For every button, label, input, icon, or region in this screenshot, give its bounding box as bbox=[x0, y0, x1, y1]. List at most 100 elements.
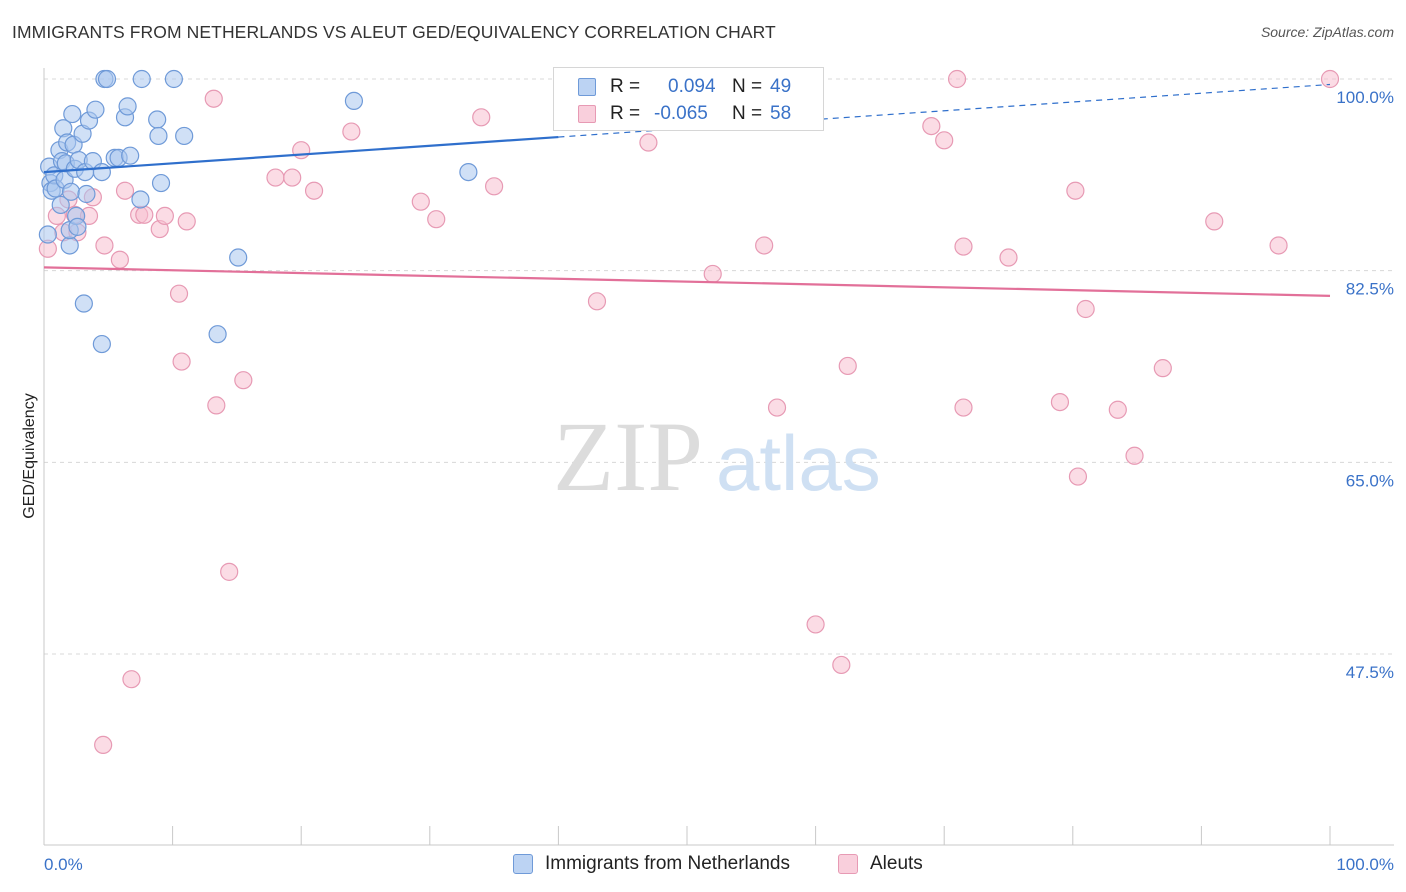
watermark-atlas: atlas bbox=[716, 419, 881, 507]
netherlands-point bbox=[60, 236, 79, 255]
netherlands-point bbox=[208, 325, 227, 344]
aleuts-point bbox=[639, 133, 658, 152]
axes bbox=[43, 68, 1394, 846]
aleuts-point bbox=[755, 236, 774, 255]
aleuts-point bbox=[135, 205, 154, 224]
aleuts-point bbox=[427, 210, 446, 229]
aleuts-point bbox=[1205, 212, 1224, 231]
netherlands-point bbox=[63, 104, 82, 124]
x-tick-label-max: 100.0% bbox=[1336, 855, 1394, 874]
legend-item-aleuts: Aleuts bbox=[838, 852, 923, 876]
netherlands-point bbox=[51, 195, 70, 215]
netherlands-point bbox=[92, 334, 111, 354]
netherlands-point bbox=[131, 190, 150, 209]
aleuts-point bbox=[1125, 446, 1144, 465]
aleuts-point bbox=[999, 248, 1018, 267]
netherlands-trend-extension bbox=[558, 83, 1331, 138]
aleuts-point bbox=[342, 122, 361, 141]
legend-n-value: 58 bbox=[770, 103, 792, 124]
legend-swatch-blue bbox=[513, 854, 533, 874]
aleuts-point bbox=[703, 264, 722, 284]
netherlands-point bbox=[92, 162, 111, 182]
aleuts-point bbox=[115, 181, 135, 200]
aleuts-point bbox=[832, 655, 851, 675]
legend-row-netherlands: R = 0.094 N = 49 bbox=[578, 74, 791, 100]
aleuts-point bbox=[947, 69, 967, 89]
aleuts-trend-line bbox=[43, 266, 1331, 297]
netherlands-point bbox=[38, 225, 57, 244]
aleuts-point bbox=[1320, 69, 1340, 89]
legend-label-netherlands: Immigrants from Netherlands bbox=[545, 853, 790, 874]
tick-labels: 47.5% 65.0% 82.5% 100.0% 0.0% 100.0% bbox=[44, 88, 1394, 874]
y-tick-label: 82.5% bbox=[1346, 280, 1394, 299]
legend-swatch-pink bbox=[578, 105, 596, 123]
aleuts-point bbox=[954, 398, 973, 417]
aleuts-point bbox=[204, 89, 223, 108]
aleuts-point bbox=[922, 116, 941, 136]
aleuts-point bbox=[1050, 392, 1070, 412]
legend-r-label: R = bbox=[610, 103, 641, 124]
legend-swatch-pink bbox=[838, 854, 858, 874]
netherlands-point bbox=[74, 294, 93, 313]
y-tick-label: 100.0% bbox=[1336, 88, 1394, 107]
watermark: ZIP atlas bbox=[553, 401, 881, 512]
netherlands-point bbox=[118, 97, 137, 116]
aleuts-point bbox=[1076, 299, 1095, 319]
aleuts-point bbox=[172, 352, 191, 371]
aleuts-point bbox=[155, 206, 174, 226]
x-tick-label-min: 0.0% bbox=[44, 855, 83, 874]
legend-swatch-blue bbox=[578, 78, 596, 96]
aleuts-point bbox=[234, 371, 253, 390]
netherlands-point bbox=[121, 146, 140, 165]
netherlands-point bbox=[77, 184, 96, 204]
legend-item-netherlands: Immigrants from Netherlands bbox=[513, 852, 790, 876]
netherlands-point bbox=[61, 182, 81, 201]
aleuts-point bbox=[304, 181, 324, 200]
aleuts-point bbox=[485, 177, 504, 196]
gridlines bbox=[44, 78, 1394, 655]
aleuts-point bbox=[806, 615, 825, 634]
netherlands-point bbox=[344, 91, 364, 111]
netherlands-point bbox=[164, 69, 183, 89]
aleuts-point bbox=[1108, 400, 1127, 419]
aleuts-point bbox=[207, 396, 226, 415]
source-label: Source: ZipAtlas.com bbox=[1260, 24, 1394, 40]
legend-r-value: 0.094 bbox=[668, 76, 716, 97]
trend-lines bbox=[43, 83, 1331, 297]
legend-r-label: R = bbox=[610, 76, 641, 97]
legend-row-aleuts: R = -0.065 N = 58 bbox=[578, 101, 791, 127]
legend-r-value: -0.065 bbox=[654, 103, 708, 124]
aleuts-point bbox=[283, 168, 302, 187]
correlation-legend: R = 0.094 N = 49 R = -0.065 N = 58 bbox=[553, 67, 824, 131]
aleuts-point bbox=[1066, 181, 1085, 200]
netherlands-trend-line bbox=[43, 135, 559, 174]
legend-n-value: 49 bbox=[770, 76, 792, 97]
aleuts-point bbox=[954, 237, 973, 256]
aleuts-point bbox=[767, 398, 787, 417]
netherlands-point bbox=[175, 126, 194, 146]
aleuts-point bbox=[220, 562, 239, 581]
netherlands-point bbox=[148, 110, 167, 129]
aleuts-point bbox=[110, 250, 129, 269]
aleuts-point bbox=[122, 670, 141, 689]
netherlands-point bbox=[68, 217, 87, 236]
aleuts-point bbox=[266, 168, 285, 187]
aleuts-point bbox=[472, 108, 491, 127]
aleuts-point bbox=[94, 735, 113, 755]
aleuts-point bbox=[838, 356, 857, 376]
netherlands-point bbox=[97, 69, 117, 89]
aleuts-point bbox=[95, 236, 114, 255]
netherlands-point bbox=[149, 126, 168, 146]
legend-n-label: N = bbox=[732, 103, 763, 124]
aleuts-point bbox=[1153, 359, 1172, 378]
aleuts-point bbox=[169, 284, 189, 303]
y-tick-label: 47.5% bbox=[1346, 663, 1394, 682]
aleuts-point bbox=[935, 131, 954, 150]
legend-label-aleuts: Aleuts bbox=[870, 853, 923, 874]
aleuts-point bbox=[411, 192, 430, 211]
y-tick-label: 65.0% bbox=[1346, 471, 1394, 490]
chart-title: IMMIGRANTS FROM NETHERLANDS VS ALEUT GED… bbox=[12, 22, 776, 42]
y-axis-title: GED/Equivalency bbox=[21, 393, 38, 518]
netherlands-points bbox=[38, 69, 478, 354]
